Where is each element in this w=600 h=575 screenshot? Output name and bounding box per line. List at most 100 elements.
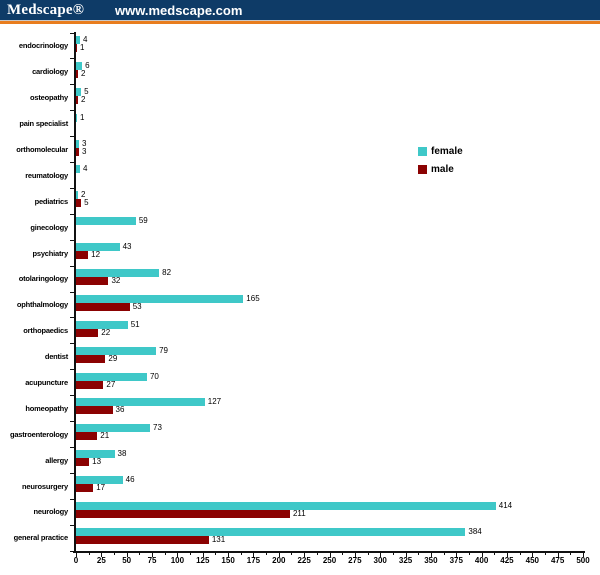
x-axis-tick (456, 553, 458, 557)
male-bar-value-label: 32 (111, 276, 121, 286)
x-axis-tick-label: 50 (122, 556, 132, 565)
x-axis-tick-label: 275 (348, 556, 362, 565)
y-axis-tick (70, 472, 75, 474)
bar-group: 51 22 (76, 318, 583, 344)
x-axis-tick-label: 25 (96, 556, 106, 565)
male-bar (76, 95, 79, 104)
male-bar (76, 302, 130, 311)
x-axis-tick (126, 553, 128, 557)
x-axis-minor-tick (367, 553, 369, 555)
x-axis-minor-tick (164, 553, 166, 555)
x-axis-minor-tick (392, 553, 394, 555)
x-axis-minor-tick (291, 553, 293, 555)
x-axis-minor-tick (114, 553, 116, 555)
male-bar-value-label: 17 (96, 483, 106, 493)
x-axis-tick-label: 375 (449, 556, 463, 565)
x-axis-minor-tick (544, 553, 546, 555)
category-label: allergy (45, 455, 68, 465)
category-label: acupuncture (25, 378, 68, 388)
header-bar: Medscape® www.medscape.com (0, 0, 600, 20)
category-label: pain specialist (19, 119, 68, 129)
legend-item-male: male (418, 164, 463, 175)
header-url-link[interactable]: www.medscape.com (115, 3, 243, 18)
bar-group: 127 36 (76, 395, 583, 421)
x-axis-tick (532, 553, 534, 557)
x-axis-tick (278, 553, 280, 557)
x-axis-minor-tick (570, 553, 572, 555)
female-bar-value-label: 73 (153, 423, 162, 433)
male-bar (76, 380, 104, 389)
female-bar (76, 294, 244, 303)
female-bar-value-label: 414 (498, 501, 513, 511)
female-bar (76, 139, 80, 148)
x-axis-tick-label: 225 (297, 556, 311, 565)
y-axis-tick (70, 317, 75, 319)
y-axis-tick (70, 213, 75, 215)
y-axis-tick (70, 84, 75, 86)
male-bar-value-label: 3 (82, 146, 87, 156)
male-swatch-icon (418, 165, 427, 174)
category-label: gastroenterology (9, 429, 68, 439)
female-bar (76, 36, 81, 44)
x-axis-tick (228, 553, 230, 557)
x-axis-tick (101, 553, 103, 557)
category-labels: endocrinology cardiology osteopathy pain sp… (0, 33, 71, 551)
y-axis-tick (70, 550, 75, 552)
x-axis-tick-label: 150 (221, 556, 235, 565)
x-axis-tick-label: 300 (373, 556, 387, 565)
female-bar (76, 320, 128, 329)
male-bar (76, 510, 290, 519)
bar-group: 1 (76, 111, 583, 137)
male-bar-value-label: 131 (211, 534, 226, 544)
x-axis-tick (152, 553, 154, 557)
bar-group: 79 29 (76, 344, 583, 370)
x-axis-minor-tick (240, 553, 242, 555)
y-axis-tick (70, 343, 75, 345)
female-bar (76, 165, 81, 174)
category-label: neurology (33, 507, 69, 517)
male-bar-value-label: 21 (100, 431, 110, 441)
male-bar (76, 328, 99, 337)
medscape-logo[interactable]: Medscape® (7, 2, 85, 18)
male-bar-value-label: 1 (80, 43, 85, 52)
x-axis-tick (583, 553, 584, 557)
male-bar (76, 458, 90, 467)
x-axis-minor-tick (443, 553, 445, 555)
male-bar (76, 69, 79, 78)
x-axis-minor-tick (215, 553, 217, 555)
male-bar (76, 354, 106, 363)
x-axis-tick-label: 475 (550, 556, 565, 565)
x-axis-tick (380, 553, 382, 557)
x-axis-tick-label: 400 (474, 556, 489, 565)
bar-group: 43 12 (76, 240, 583, 266)
male-bar-value-label: 29 (108, 353, 118, 363)
x-axis-minor-tick (190, 553, 192, 555)
y-axis-tick (70, 369, 75, 371)
x-axis-minor-tick (342, 553, 344, 555)
x-axis-tick-label: 175 (246, 556, 261, 565)
bar-group: 384 131 (76, 525, 583, 551)
male-bar-value-label: 2 (81, 68, 86, 78)
x-axis-tick (253, 553, 255, 557)
y-axis-tick (70, 524, 75, 526)
male-bar (76, 406, 113, 415)
male-bar (76, 44, 77, 52)
male-bar-value-label: 5 (84, 198, 89, 208)
x-axis-tick (405, 553, 407, 557)
x-axis-tick (481, 553, 483, 557)
male-bar (76, 199, 82, 208)
y-axis-tick (70, 498, 75, 500)
female-bar (76, 87, 82, 96)
legend-label-male: male (431, 164, 454, 175)
x-axis-minor-tick (88, 553, 90, 555)
female-bar-value-label: 127 (207, 397, 222, 407)
female-bar (76, 191, 79, 200)
male-bar (76, 147, 80, 156)
y-axis-tick (70, 239, 75, 241)
female-bar-value-label: 2 (81, 190, 86, 200)
female-bar (76, 113, 77, 122)
female-bar (76, 269, 160, 278)
category-label: psychiatry (32, 248, 68, 258)
x-axis-tick-label: 75 (147, 556, 157, 565)
